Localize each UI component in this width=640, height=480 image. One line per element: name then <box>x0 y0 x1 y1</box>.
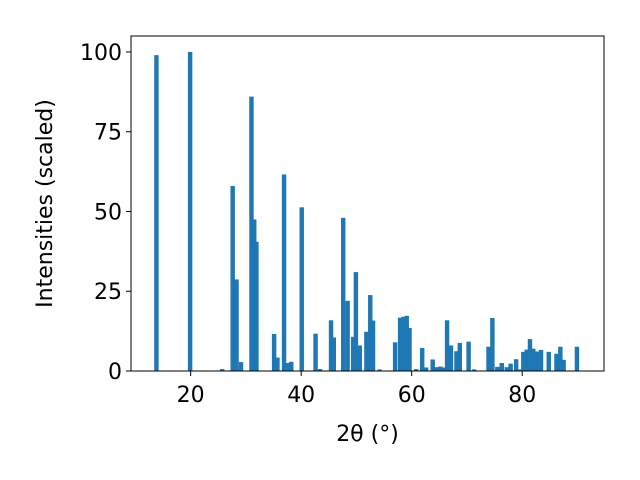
bar <box>370 320 376 371</box>
bar <box>438 366 443 371</box>
bar <box>154 55 159 371</box>
bar <box>471 369 477 371</box>
bar <box>299 207 304 371</box>
bar <box>377 369 382 371</box>
bar <box>457 342 462 371</box>
bar <box>538 349 544 371</box>
bar <box>275 357 280 371</box>
bar <box>392 342 398 371</box>
bar <box>413 369 419 371</box>
bar <box>434 367 439 371</box>
bar <box>423 367 429 371</box>
bar <box>350 336 356 371</box>
x-axis-title: 2θ (°) <box>336 422 399 447</box>
bar <box>430 359 435 371</box>
bar <box>486 346 491 371</box>
bar <box>554 353 559 371</box>
bar <box>238 362 244 371</box>
x-tick-label: 40 <box>287 383 315 408</box>
y-tick-label: 50 <box>94 200 122 225</box>
bar <box>546 351 551 371</box>
bar <box>490 318 495 371</box>
bar <box>527 339 533 371</box>
bar <box>313 333 318 371</box>
bar-series <box>154 51 580 372</box>
plot-frame <box>130 35 605 372</box>
bar <box>328 320 334 371</box>
bar <box>285 363 291 371</box>
y-tick-label: 75 <box>94 121 122 146</box>
bar <box>448 345 454 371</box>
y-axis-title: Intensities (scaled) <box>33 99 58 308</box>
bar <box>353 272 359 371</box>
y-axis-ticks: 0 25 50 75 100 <box>80 41 131 385</box>
x-axis-ticks: 20 40 60 80 <box>177 371 536 408</box>
bar <box>357 345 362 371</box>
bar <box>249 96 254 372</box>
bar <box>466 341 471 371</box>
bar <box>230 185 235 371</box>
bar <box>534 351 540 371</box>
bar <box>524 349 529 371</box>
x-tick-label: 80 <box>508 383 536 408</box>
bar <box>574 346 580 371</box>
bar <box>340 217 346 371</box>
bar <box>271 333 277 371</box>
bar <box>331 337 336 371</box>
bar <box>561 359 566 371</box>
x-tick-label: 60 <box>398 383 426 408</box>
bar <box>187 51 193 371</box>
bar <box>219 369 225 371</box>
bar <box>531 348 536 371</box>
y-tick-label: 25 <box>94 280 122 305</box>
bar <box>517 369 523 371</box>
bar <box>558 346 563 371</box>
bar <box>397 317 403 371</box>
bar <box>508 363 513 371</box>
x-tick-label: 20 <box>177 383 205 408</box>
bar <box>401 316 406 371</box>
bar <box>317 369 323 371</box>
bar <box>513 359 519 371</box>
bar <box>254 241 259 371</box>
bar <box>345 300 350 371</box>
bar <box>404 315 409 371</box>
bar <box>495 366 500 371</box>
bar <box>521 351 526 371</box>
bar <box>442 367 447 371</box>
bar <box>454 351 459 371</box>
bar <box>499 363 504 371</box>
bar <box>368 295 373 371</box>
bar <box>444 320 450 371</box>
bar <box>407 327 412 371</box>
y-tick-label: 0 <box>108 360 122 385</box>
bar <box>364 331 369 371</box>
bar <box>281 174 287 371</box>
y-tick-label: 100 <box>80 41 122 66</box>
bar <box>419 348 425 371</box>
bar <box>504 367 509 371</box>
bar <box>289 361 294 371</box>
bar <box>234 279 239 371</box>
